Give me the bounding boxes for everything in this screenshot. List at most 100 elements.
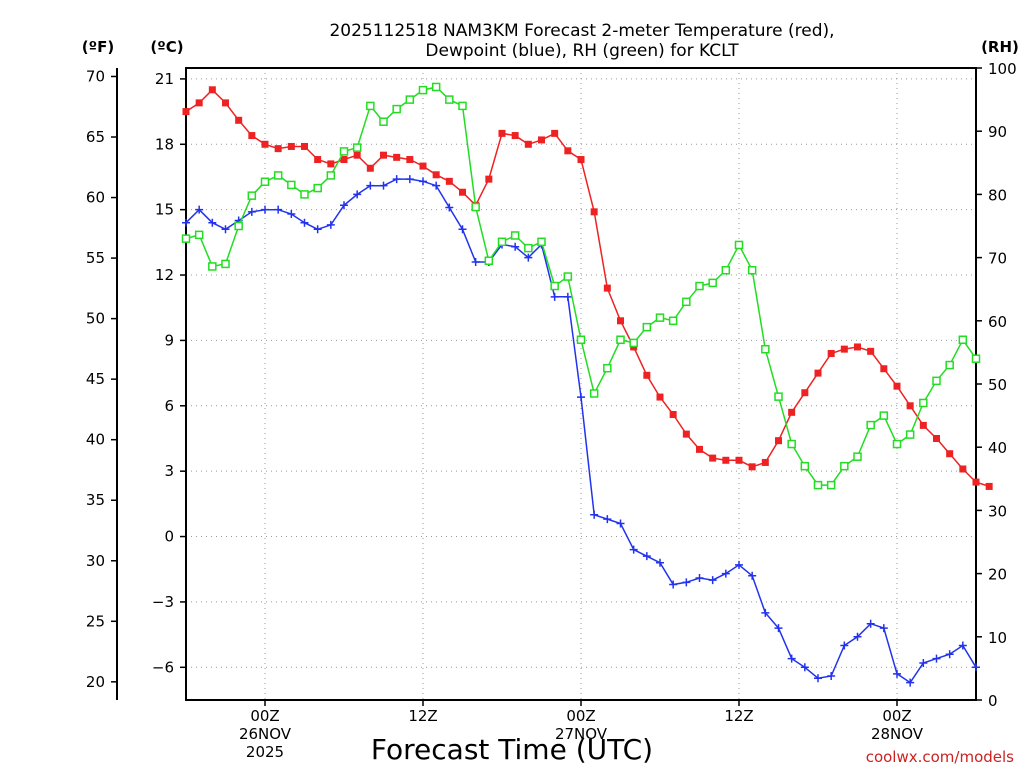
dewpoint-point bbox=[800, 663, 809, 672]
2-meter-temperature-point bbox=[564, 147, 572, 155]
dewpoint-point bbox=[932, 654, 941, 663]
celsius-axis-unit: (ºC) bbox=[150, 38, 183, 56]
rh-tick-label: 20 bbox=[988, 566, 1007, 584]
rh-point bbox=[352, 143, 362, 152]
axes: 7065605550454035302520211815129630−3−610… bbox=[86, 60, 1017, 761]
2-meter-temperature-point bbox=[814, 369, 822, 377]
dewpoint-line bbox=[185, 178, 977, 684]
rh-point bbox=[445, 95, 454, 104]
2-meter-temperature-point bbox=[353, 151, 361, 159]
x-tick-label: 27NOV bbox=[555, 725, 608, 743]
rh-point bbox=[708, 278, 717, 288]
2-meter-temperature-point bbox=[643, 371, 651, 379]
rh-point bbox=[524, 243, 533, 253]
celsius-tick-label: 21 bbox=[155, 70, 174, 88]
rh-point bbox=[826, 480, 836, 490]
2-meter-temperature-point bbox=[840, 345, 848, 353]
dewpoint-point bbox=[590, 510, 599, 519]
rh-point bbox=[497, 237, 507, 247]
rh-point bbox=[392, 104, 401, 114]
rh-point bbox=[616, 335, 625, 345]
2-meter-temperature-point bbox=[603, 284, 611, 292]
x-tick-label: 2025 bbox=[246, 743, 284, 761]
rh-point bbox=[945, 360, 954, 370]
dewpoint-point bbox=[656, 558, 664, 567]
dewpoint-point bbox=[708, 576, 717, 585]
fahrenheit-tick-label: 40 bbox=[86, 431, 105, 449]
rh-point bbox=[958, 335, 968, 345]
rh-point bbox=[366, 101, 375, 111]
dewpoint-point bbox=[221, 225, 230, 234]
rh-tick-label: 60 bbox=[988, 313, 1007, 331]
rh-point bbox=[326, 171, 336, 180]
2-meter-temperature-point bbox=[287, 142, 295, 150]
dewpoint-point bbox=[669, 580, 678, 589]
dewpoint-point bbox=[866, 619, 875, 628]
dewpoint-point bbox=[721, 569, 730, 578]
dewpoint-point bbox=[353, 190, 362, 199]
x-tick-label: 00Z bbox=[882, 707, 911, 725]
dewpoint-point bbox=[445, 203, 454, 212]
rh-point bbox=[221, 259, 230, 269]
2-meter-temperature-point bbox=[432, 171, 440, 179]
dewpoint-point bbox=[735, 560, 743, 569]
dewpoint-point bbox=[419, 177, 427, 186]
celsius-tick-label: 9 bbox=[164, 331, 174, 349]
2-meter-temperature-point bbox=[775, 437, 782, 445]
dewpoint-point bbox=[919, 658, 928, 667]
rh-point bbox=[273, 171, 283, 180]
rh-point bbox=[642, 322, 652, 332]
2-meter-temperature-point bbox=[235, 116, 243, 124]
dewpoint-point bbox=[577, 393, 585, 402]
2-meter-temperature-point bbox=[301, 142, 308, 150]
dewpoint-point bbox=[550, 292, 559, 301]
dewpoint-point bbox=[853, 632, 862, 641]
x-axis-label: Forecast Time (UTC) bbox=[371, 733, 653, 766]
2-meter-temperature-point bbox=[696, 445, 703, 453]
2-meter-temperature-point bbox=[340, 156, 348, 164]
dewpoint-point bbox=[563, 292, 572, 301]
2-meter-temperature-point bbox=[590, 208, 598, 216]
dewpoint-point bbox=[682, 578, 691, 587]
2-meter-temperature-point bbox=[419, 162, 427, 170]
2-meter-temperature-point bbox=[867, 347, 875, 355]
rh-tick-label: 40 bbox=[988, 439, 1007, 457]
rh-point bbox=[734, 240, 744, 250]
rh-point bbox=[800, 461, 810, 471]
rh-tick-label: 80 bbox=[988, 186, 1007, 204]
dewpoint-point bbox=[379, 181, 388, 190]
2-meter-temperature-point bbox=[761, 458, 769, 466]
dewpoint-point bbox=[642, 552, 651, 561]
rh-point bbox=[629, 338, 638, 348]
rh-point bbox=[234, 221, 243, 231]
2-meter-temperature-point bbox=[972, 478, 980, 486]
dewpoint-point bbox=[945, 650, 954, 659]
2-meter-temperature-point bbox=[366, 164, 374, 172]
2-meter-temperature-point bbox=[248, 132, 256, 140]
celsius-tick-label: −3 bbox=[152, 593, 174, 611]
2-meter-temperature-point bbox=[946, 450, 954, 458]
dewpoint-point bbox=[972, 663, 980, 672]
celsius-tick-label: 15 bbox=[155, 201, 174, 219]
rh-point bbox=[313, 183, 322, 193]
x-tick-label: 28NOV bbox=[871, 725, 924, 743]
2-meter-temperature-markers bbox=[182, 86, 993, 490]
rh-point bbox=[892, 439, 902, 449]
dewpoint-point bbox=[774, 624, 783, 633]
dewpoint-point bbox=[814, 674, 822, 683]
dewpoint-point bbox=[326, 220, 335, 229]
fahrenheit-tick-label: 65 bbox=[86, 128, 105, 146]
series-group bbox=[181, 82, 993, 687]
2-meter-temperature-point bbox=[577, 156, 585, 164]
2-meter-temperature-point bbox=[511, 132, 519, 140]
celsius-tick-label: 6 bbox=[164, 397, 174, 415]
2-meter-temperature-point bbox=[801, 389, 809, 397]
dewpoint-point bbox=[511, 242, 520, 251]
2-meter-temperature-point bbox=[445, 177, 453, 185]
dewpoint-markers bbox=[182, 175, 980, 687]
dewpoint-point bbox=[787, 654, 796, 663]
dewpoint-point bbox=[261, 205, 269, 214]
dewpoint-point bbox=[958, 641, 967, 650]
rh-point bbox=[194, 230, 204, 240]
dewpoint-point bbox=[603, 515, 612, 524]
